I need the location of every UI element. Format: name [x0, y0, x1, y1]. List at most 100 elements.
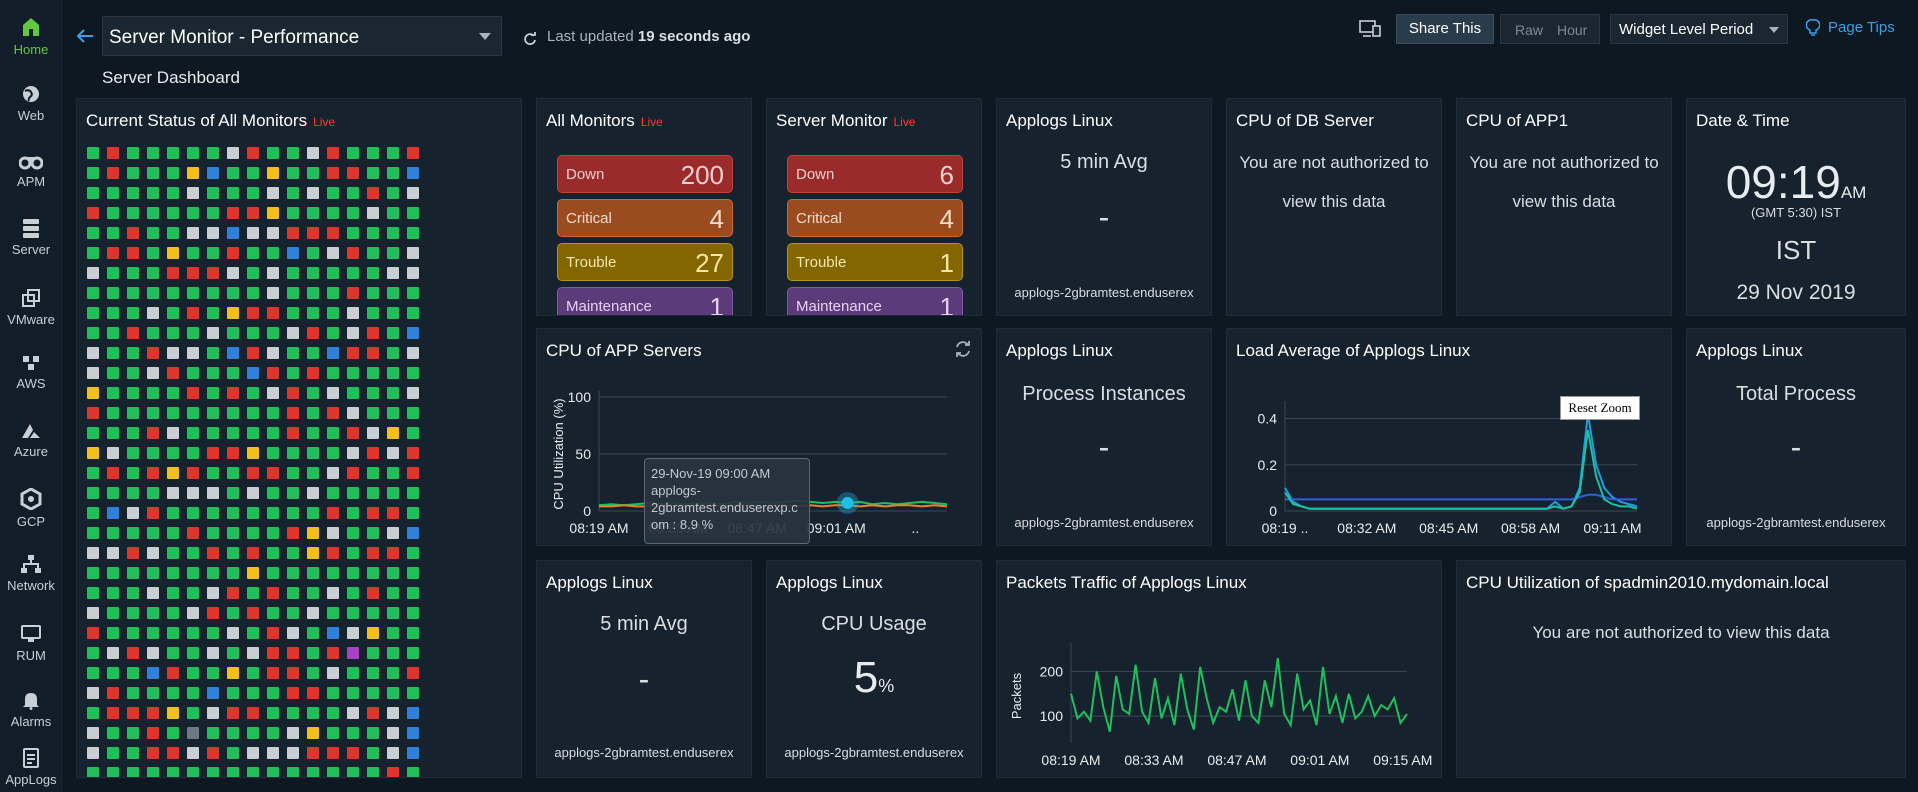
monitor-status-cell[interactable] — [147, 307, 159, 319]
monitor-status-cell[interactable] — [367, 587, 379, 599]
monitor-status-cell[interactable] — [167, 207, 179, 219]
monitor-status-cell[interactable] — [307, 767, 319, 777]
monitor-status-cell[interactable] — [147, 507, 159, 519]
monitor-status-cell[interactable] — [147, 627, 159, 639]
monitor-status-cell[interactable] — [227, 507, 239, 519]
monitor-status-cell[interactable] — [307, 247, 319, 259]
monitor-status-cell[interactable] — [187, 607, 199, 619]
monitor-status-cell[interactable] — [247, 467, 259, 479]
monitor-status-cell[interactable] — [367, 687, 379, 699]
monitor-status-cell[interactable] — [227, 167, 239, 179]
monitor-status-cell[interactable] — [247, 367, 259, 379]
monitor-status-cell[interactable] — [247, 347, 259, 359]
monitor-status-cell[interactable] — [207, 247, 219, 259]
monitor-status-cell[interactable] — [407, 587, 419, 599]
monitor-status-cell[interactable] — [107, 767, 119, 777]
monitor-status-cell[interactable] — [207, 267, 219, 279]
monitor-status-cell[interactable] — [127, 587, 139, 599]
monitor-status-cell[interactable] — [287, 687, 299, 699]
monitor-status-cell[interactable] — [347, 187, 359, 199]
dashboard-select[interactable]: Server Monitor - Performance — [102, 16, 502, 56]
monitor-status-cell[interactable] — [207, 567, 219, 579]
monitor-status-cell[interactable] — [307, 507, 319, 519]
monitor-status-cell[interactable] — [347, 367, 359, 379]
monitor-status-cell[interactable] — [327, 347, 339, 359]
monitor-status-cell[interactable] — [347, 447, 359, 459]
monitor-status-cell[interactable] — [267, 527, 279, 539]
monitor-status-cell[interactable] — [267, 487, 279, 499]
monitor-status-cell[interactable] — [287, 527, 299, 539]
monitor-status-cell[interactable] — [287, 227, 299, 239]
monitor-status-cell[interactable] — [167, 527, 179, 539]
monitor-status-cell[interactable] — [347, 207, 359, 219]
monitor-status-cell[interactable] — [407, 467, 419, 479]
monitor-status-cell[interactable] — [287, 627, 299, 639]
monitor-status-cell[interactable] — [327, 507, 339, 519]
monitor-status-cell[interactable] — [227, 147, 239, 159]
monitor-status-cell[interactable] — [347, 387, 359, 399]
monitor-status-cell[interactable] — [267, 347, 279, 359]
trouble-count-row[interactable]: Trouble 1 — [787, 243, 963, 281]
monitor-status-cell[interactable] — [147, 647, 159, 659]
monitor-status-cell[interactable] — [227, 527, 239, 539]
monitor-status-cell[interactable] — [167, 327, 179, 339]
monitor-status-cell[interactable] — [147, 527, 159, 539]
monitor-status-cell[interactable] — [407, 367, 419, 379]
back-arrow-icon[interactable] — [76, 28, 94, 44]
monitor-status-cell[interactable] — [367, 747, 379, 759]
monitor-status-cell[interactable] — [327, 587, 339, 599]
monitor-status-cell[interactable] — [107, 487, 119, 499]
monitor-status-cell[interactable] — [287, 387, 299, 399]
monitor-status-cell[interactable] — [207, 727, 219, 739]
monitor-status-cell[interactable] — [227, 347, 239, 359]
monitor-status-cell[interactable] — [247, 627, 259, 639]
hour-option[interactable]: Hour — [1557, 22, 1588, 38]
monitor-status-cell[interactable] — [87, 307, 99, 319]
sidebar-item-gcp[interactable]: GCP — [0, 474, 62, 536]
monitor-status-cell[interactable] — [247, 707, 259, 719]
monitor-status-cell[interactable] — [147, 147, 159, 159]
monitor-status-cell[interactable] — [147, 767, 159, 777]
monitor-status-cell[interactable] — [247, 407, 259, 419]
monitor-status-cell[interactable] — [367, 347, 379, 359]
monitor-status-cell[interactable] — [327, 247, 339, 259]
monitor-status-cell[interactable] — [207, 407, 219, 419]
monitor-status-cell[interactable] — [87, 187, 99, 199]
monitor-status-cell[interactable] — [267, 707, 279, 719]
monitor-status-cell[interactable] — [247, 247, 259, 259]
monitor-status-cell[interactable] — [387, 547, 399, 559]
monitor-status-cell[interactable] — [347, 547, 359, 559]
monitor-status-cell[interactable] — [307, 267, 319, 279]
monitor-status-cell[interactable] — [147, 667, 159, 679]
monitor-status-cell[interactable] — [247, 447, 259, 459]
monitor-status-cell[interactable] — [207, 507, 219, 519]
monitor-status-cell[interactable] — [367, 427, 379, 439]
monitor-status-cell[interactable] — [107, 227, 119, 239]
monitor-status-cell[interactable] — [207, 707, 219, 719]
monitor-status-cell[interactable] — [287, 607, 299, 619]
monitor-status-cell[interactable] — [167, 387, 179, 399]
monitor-status-cell[interactable] — [167, 247, 179, 259]
monitor-status-cell[interactable] — [107, 447, 119, 459]
monitor-status-cell[interactable] — [287, 467, 299, 479]
monitor-status-cell[interactable] — [407, 267, 419, 279]
monitor-status-cell[interactable] — [147, 187, 159, 199]
monitor-status-cell[interactable] — [287, 287, 299, 299]
tv-mode-icon[interactable] — [1359, 20, 1381, 38]
monitor-status-cell[interactable] — [167, 627, 179, 639]
monitor-status-cell[interactable] — [327, 227, 339, 239]
monitor-status-cell[interactable] — [247, 227, 259, 239]
monitor-status-cell[interactable] — [127, 687, 139, 699]
monitor-status-cell[interactable] — [207, 627, 219, 639]
monitor-status-cell[interactable] — [287, 347, 299, 359]
monitor-status-cell[interactable] — [387, 527, 399, 539]
monitor-status-cell[interactable] — [147, 227, 159, 239]
monitor-status-cell[interactable] — [327, 147, 339, 159]
monitor-status-cell[interactable] — [147, 327, 159, 339]
monitor-status-cell[interactable] — [267, 367, 279, 379]
monitor-status-cell[interactable] — [247, 387, 259, 399]
monitor-status-cell[interactable] — [407, 307, 419, 319]
monitor-status-cell[interactable] — [87, 287, 99, 299]
monitor-status-cell[interactable] — [167, 747, 179, 759]
monitor-status-cell[interactable] — [147, 367, 159, 379]
